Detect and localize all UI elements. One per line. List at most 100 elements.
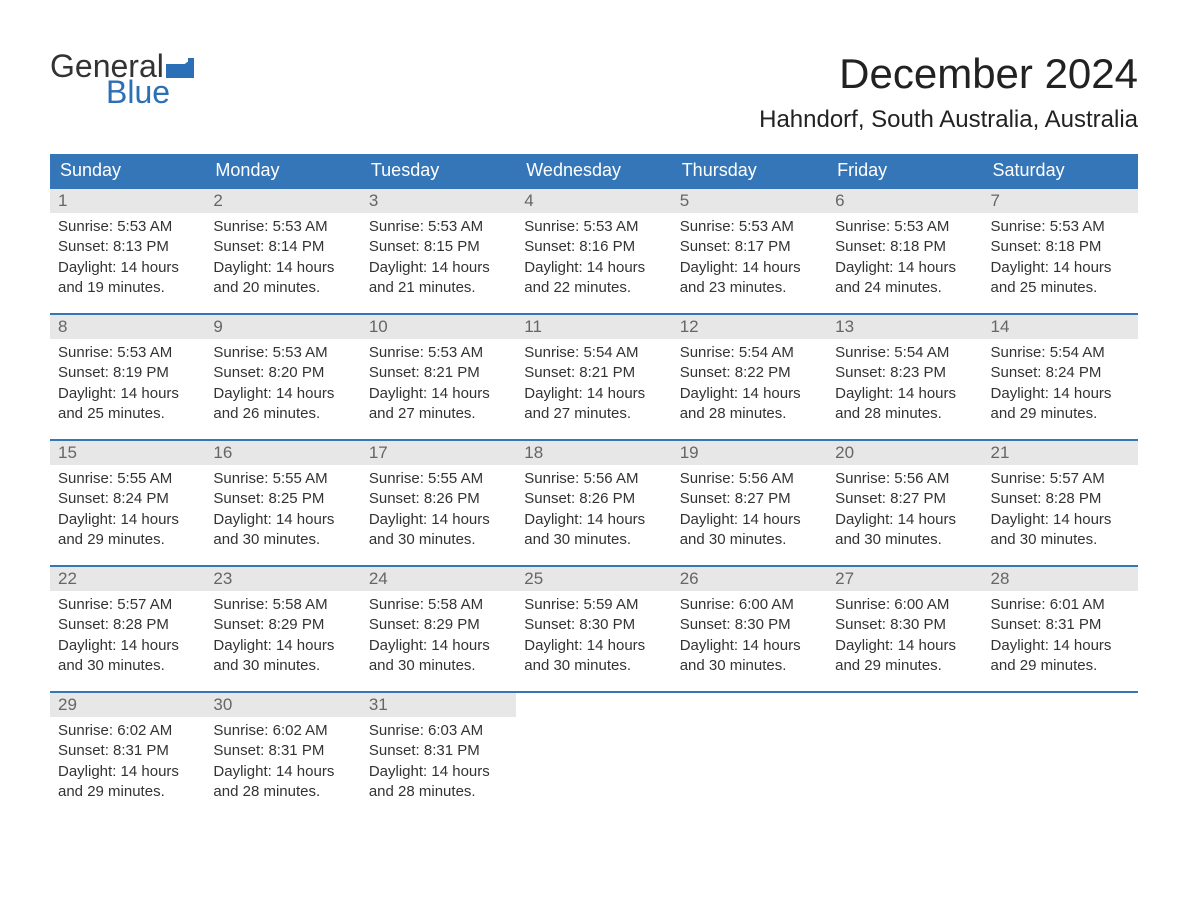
day-cell: 13Sunrise: 5:54 AMSunset: 8:23 PMDayligh…	[827, 315, 982, 439]
daylight-line: Daylight: 14 hours and 23 minutes.	[680, 258, 819, 299]
daylight-line: Daylight: 14 hours and 27 minutes.	[369, 384, 508, 425]
day-number: 7	[983, 189, 1138, 213]
sunrise-line: Sunrise: 5:53 AM	[58, 343, 197, 363]
sunset-line: Sunset: 8:30 PM	[524, 615, 663, 635]
daylight-line: Daylight: 14 hours and 30 minutes.	[369, 510, 508, 551]
day-cell: 18Sunrise: 5:56 AMSunset: 8:26 PMDayligh…	[516, 441, 671, 565]
day-number: 12	[672, 315, 827, 339]
day-body: Sunrise: 5:53 AMSunset: 8:18 PMDaylight:…	[827, 213, 982, 306]
week-row: 8Sunrise: 5:53 AMSunset: 8:19 PMDaylight…	[50, 313, 1138, 439]
day-number: 31	[361, 693, 516, 717]
day-number: 18	[516, 441, 671, 465]
daylight-line: Daylight: 14 hours and 30 minutes.	[369, 636, 508, 677]
daylight-line: Daylight: 14 hours and 30 minutes.	[680, 510, 819, 551]
weekday-header-cell: Tuesday	[361, 154, 516, 187]
title-block: December 2024 Hahndorf, South Australia,…	[759, 50, 1138, 148]
sunrise-line: Sunrise: 5:54 AM	[680, 343, 819, 363]
day-number: 28	[983, 567, 1138, 591]
day-cell: 23Sunrise: 5:58 AMSunset: 8:29 PMDayligh…	[205, 567, 360, 691]
day-body: Sunrise: 6:00 AMSunset: 8:30 PMDaylight:…	[827, 591, 982, 684]
day-cell: 24Sunrise: 5:58 AMSunset: 8:29 PMDayligh…	[361, 567, 516, 691]
sunrise-line: Sunrise: 5:57 AM	[991, 469, 1130, 489]
sunrise-line: Sunrise: 5:53 AM	[213, 343, 352, 363]
weekday-header-cell: Sunday	[50, 154, 205, 187]
day-body: Sunrise: 5:53 AMSunset: 8:17 PMDaylight:…	[672, 213, 827, 306]
day-body: Sunrise: 5:57 AMSunset: 8:28 PMDaylight:…	[50, 591, 205, 684]
weekday-header-row: SundayMondayTuesdayWednesdayThursdayFrid…	[50, 154, 1138, 187]
day-cell	[983, 693, 1138, 817]
day-number: 15	[50, 441, 205, 465]
day-number: 25	[516, 567, 671, 591]
day-cell: 15Sunrise: 5:55 AMSunset: 8:24 PMDayligh…	[50, 441, 205, 565]
sunrise-line: Sunrise: 5:58 AM	[213, 595, 352, 615]
day-cell: 4Sunrise: 5:53 AMSunset: 8:16 PMDaylight…	[516, 189, 671, 313]
month-title: December 2024	[759, 50, 1138, 98]
day-body: Sunrise: 5:55 AMSunset: 8:24 PMDaylight:…	[50, 465, 205, 558]
sunrise-line: Sunrise: 5:53 AM	[213, 217, 352, 237]
sunset-line: Sunset: 8:29 PM	[213, 615, 352, 635]
day-number: 13	[827, 315, 982, 339]
day-cell: 16Sunrise: 5:55 AMSunset: 8:25 PMDayligh…	[205, 441, 360, 565]
day-body: Sunrise: 5:58 AMSunset: 8:29 PMDaylight:…	[361, 591, 516, 684]
sunrise-line: Sunrise: 6:02 AM	[213, 721, 352, 741]
sunset-line: Sunset: 8:28 PM	[991, 489, 1130, 509]
day-number: 6	[827, 189, 982, 213]
sunset-line: Sunset: 8:18 PM	[991, 237, 1130, 257]
day-cell: 8Sunrise: 5:53 AMSunset: 8:19 PMDaylight…	[50, 315, 205, 439]
sunset-line: Sunset: 8:23 PM	[835, 363, 974, 383]
sunrise-line: Sunrise: 5:57 AM	[58, 595, 197, 615]
sunrise-line: Sunrise: 5:55 AM	[213, 469, 352, 489]
sunset-line: Sunset: 8:28 PM	[58, 615, 197, 635]
logo-word-blue: Blue	[106, 76, 194, 108]
sunrise-line: Sunrise: 5:53 AM	[991, 217, 1130, 237]
day-cell: 3Sunrise: 5:53 AMSunset: 8:15 PMDaylight…	[361, 189, 516, 313]
day-cell: 28Sunrise: 6:01 AMSunset: 8:31 PMDayligh…	[983, 567, 1138, 691]
daylight-line: Daylight: 14 hours and 29 minutes.	[58, 510, 197, 551]
day-cell	[516, 693, 671, 817]
day-cell	[827, 693, 982, 817]
daylight-line: Daylight: 14 hours and 29 minutes.	[58, 762, 197, 803]
day-body: Sunrise: 5:59 AMSunset: 8:30 PMDaylight:…	[516, 591, 671, 684]
sunrise-line: Sunrise: 6:00 AM	[835, 595, 974, 615]
sunset-line: Sunset: 8:29 PM	[369, 615, 508, 635]
daylight-line: Daylight: 14 hours and 20 minutes.	[213, 258, 352, 299]
daylight-line: Daylight: 14 hours and 29 minutes.	[991, 384, 1130, 425]
day-cell: 2Sunrise: 5:53 AMSunset: 8:14 PMDaylight…	[205, 189, 360, 313]
day-body: Sunrise: 5:53 AMSunset: 8:20 PMDaylight:…	[205, 339, 360, 432]
day-body: Sunrise: 6:02 AMSunset: 8:31 PMDaylight:…	[205, 717, 360, 810]
daylight-line: Daylight: 14 hours and 29 minutes.	[835, 636, 974, 677]
weekday-header-cell: Saturday	[983, 154, 1138, 187]
day-cell: 20Sunrise: 5:56 AMSunset: 8:27 PMDayligh…	[827, 441, 982, 565]
day-number: 4	[516, 189, 671, 213]
week-row: 15Sunrise: 5:55 AMSunset: 8:24 PMDayligh…	[50, 439, 1138, 565]
location-subtitle: Hahndorf, South Australia, Australia	[759, 106, 1138, 134]
day-number: 1	[50, 189, 205, 213]
sunset-line: Sunset: 8:19 PM	[58, 363, 197, 383]
sunrise-line: Sunrise: 5:55 AM	[369, 469, 508, 489]
day-number: 30	[205, 693, 360, 717]
daylight-line: Daylight: 14 hours and 28 minutes.	[369, 762, 508, 803]
sunrise-line: Sunrise: 5:53 AM	[58, 217, 197, 237]
day-cell	[672, 693, 827, 817]
day-cell: 26Sunrise: 6:00 AMSunset: 8:30 PMDayligh…	[672, 567, 827, 691]
daylight-line: Daylight: 14 hours and 22 minutes.	[524, 258, 663, 299]
day-cell: 1Sunrise: 5:53 AMSunset: 8:13 PMDaylight…	[50, 189, 205, 313]
day-number: 9	[205, 315, 360, 339]
weekday-header-cell: Wednesday	[516, 154, 671, 187]
daylight-line: Daylight: 14 hours and 30 minutes.	[524, 510, 663, 551]
day-body: Sunrise: 5:53 AMSunset: 8:16 PMDaylight:…	[516, 213, 671, 306]
day-body: Sunrise: 5:56 AMSunset: 8:27 PMDaylight:…	[672, 465, 827, 558]
day-number-empty	[516, 693, 671, 718]
sunset-line: Sunset: 8:26 PM	[524, 489, 663, 509]
day-number: 14	[983, 315, 1138, 339]
sunrise-line: Sunrise: 5:53 AM	[835, 217, 974, 237]
sunset-line: Sunset: 8:31 PM	[369, 741, 508, 761]
day-number-empty	[672, 693, 827, 718]
day-body: Sunrise: 5:57 AMSunset: 8:28 PMDaylight:…	[983, 465, 1138, 558]
daylight-line: Daylight: 14 hours and 30 minutes.	[58, 636, 197, 677]
sunset-line: Sunset: 8:21 PM	[369, 363, 508, 383]
day-body: Sunrise: 5:54 AMSunset: 8:23 PMDaylight:…	[827, 339, 982, 432]
sunset-line: Sunset: 8:13 PM	[58, 237, 197, 257]
day-cell: 17Sunrise: 5:55 AMSunset: 8:26 PMDayligh…	[361, 441, 516, 565]
day-cell: 7Sunrise: 5:53 AMSunset: 8:18 PMDaylight…	[983, 189, 1138, 313]
